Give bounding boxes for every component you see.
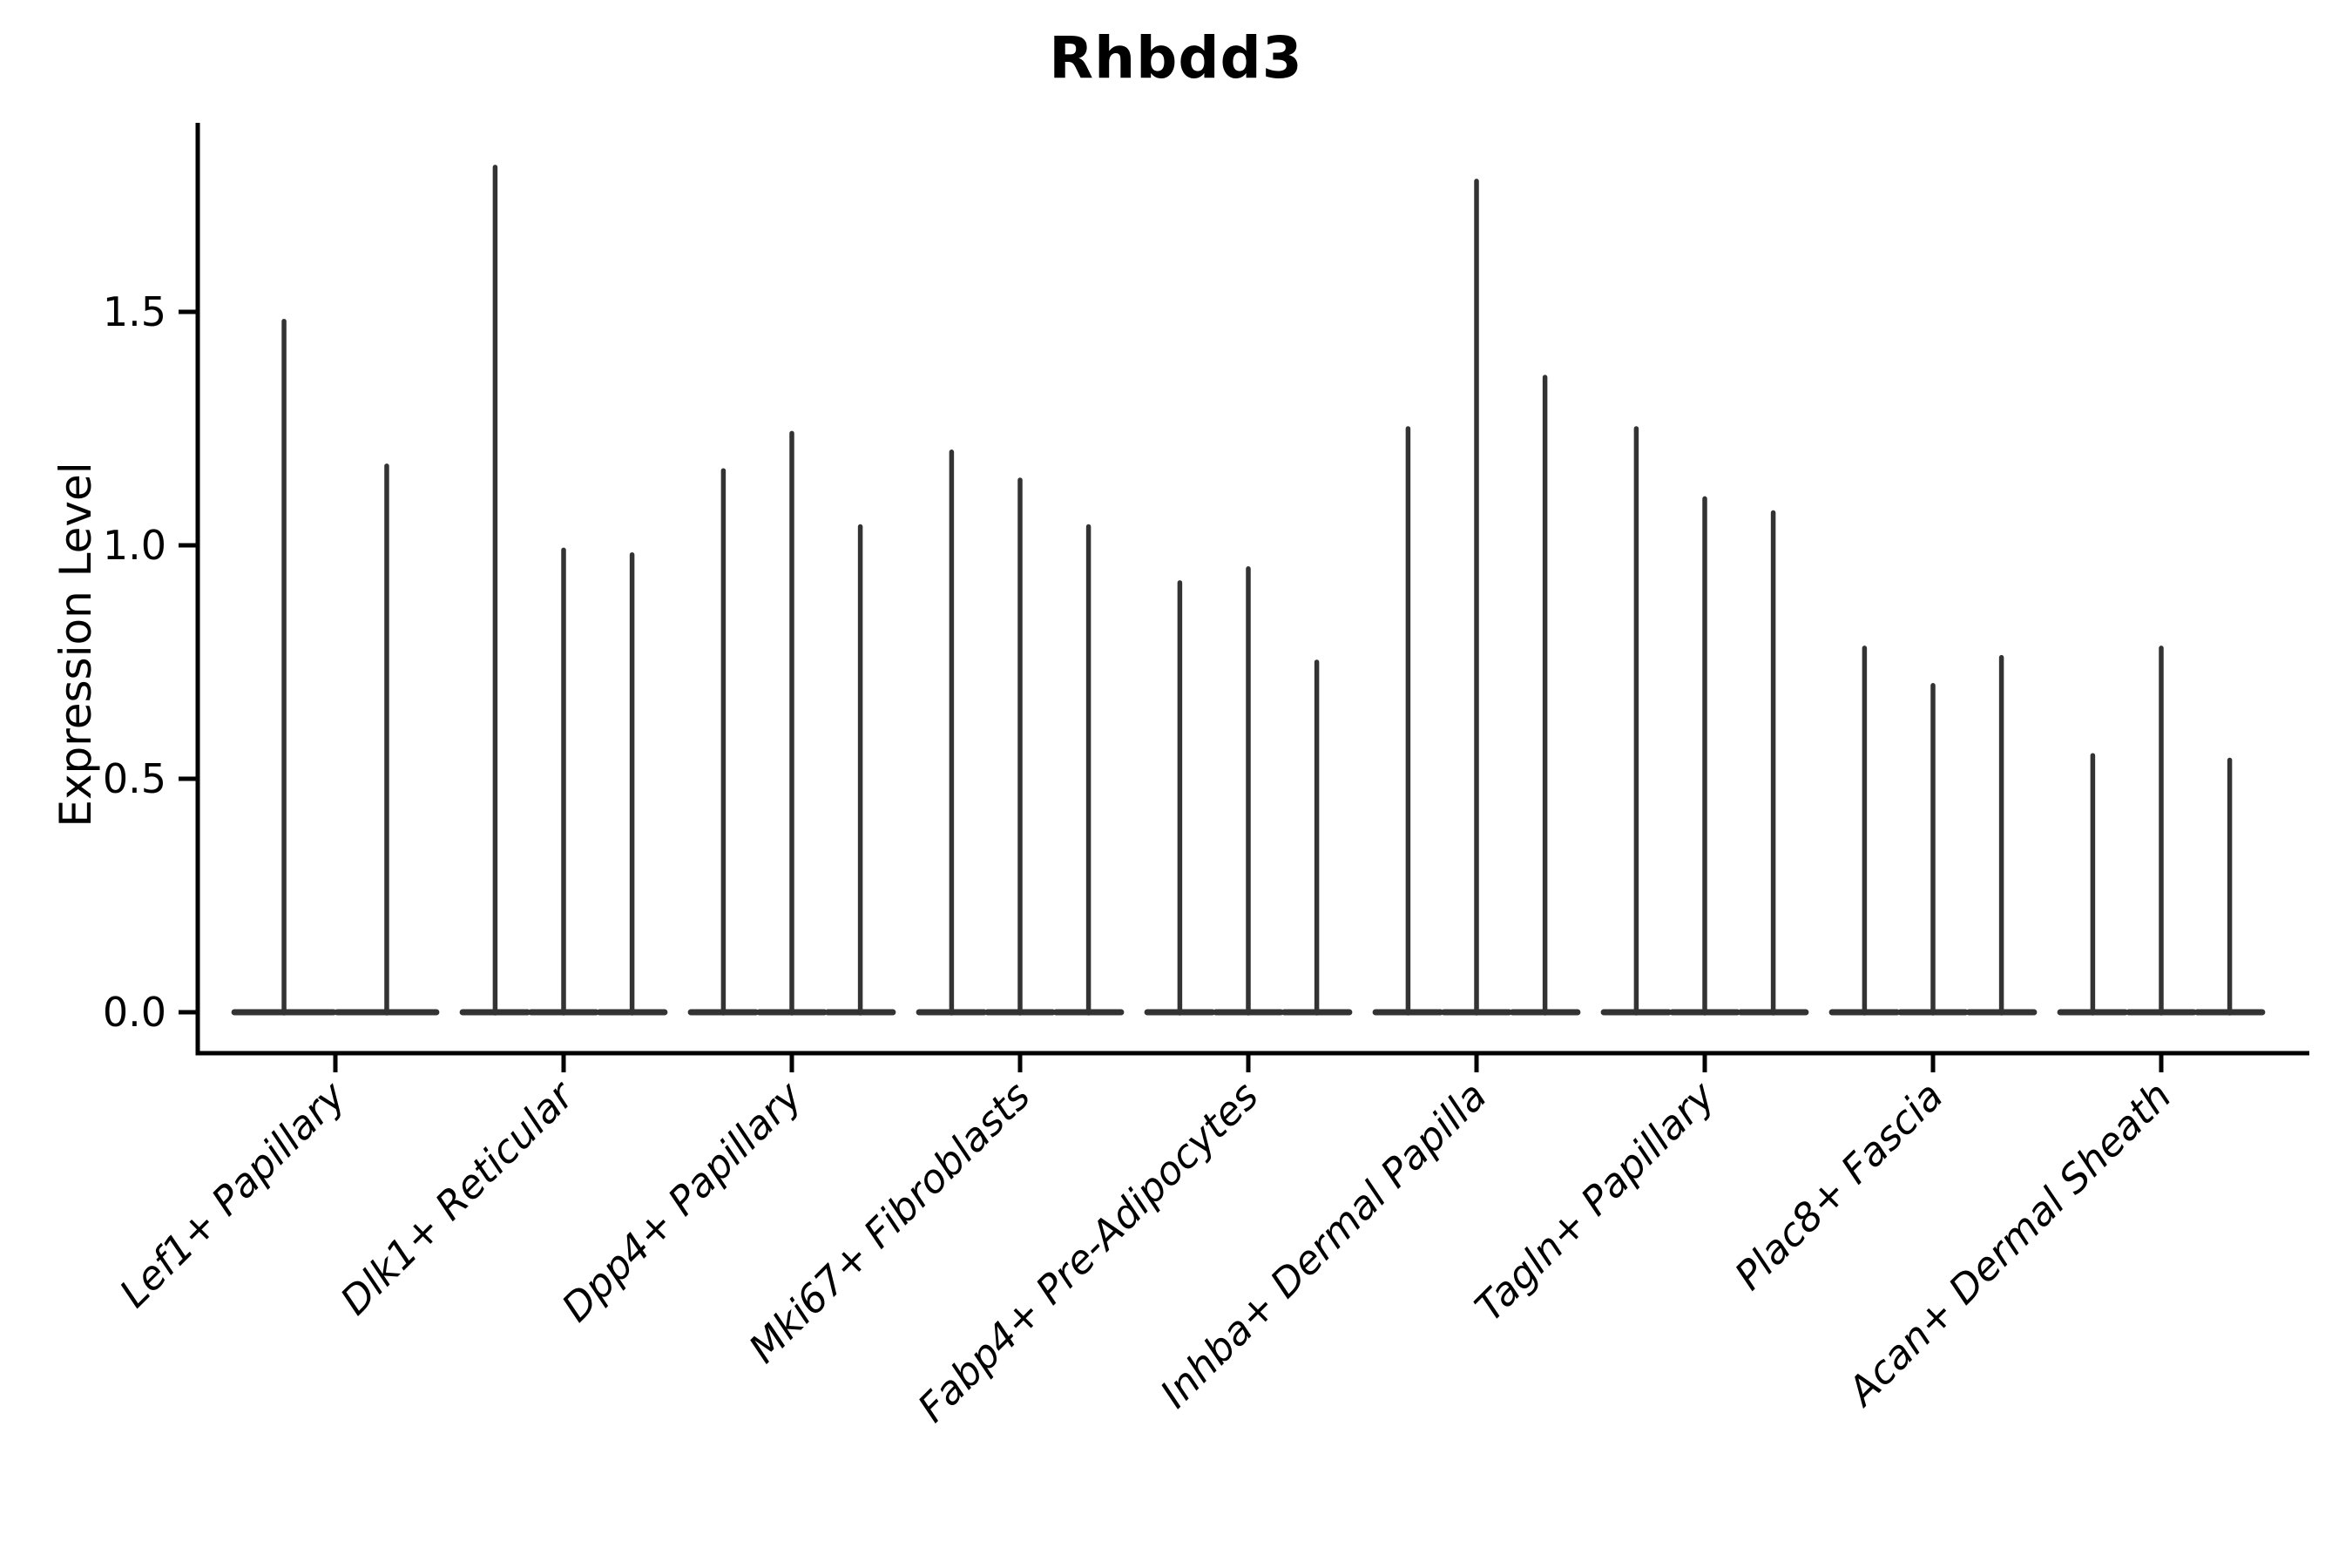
x-tick-label-2: Dpp4+ Papillary: [553, 1071, 812, 1330]
x-tick-label-0: Lef1+ Papillary: [111, 1071, 355, 1316]
x-tick-label-1: Dlk1+ Reticular: [331, 1071, 584, 1324]
y-tick-label-3: 1.5: [103, 288, 166, 335]
y-tick-label-1: 0.5: [103, 755, 166, 802]
y-tick-label-0: 0.0: [103, 989, 166, 1036]
y-tick-label-2: 1.0: [103, 522, 166, 569]
x-tick-label-6: Tagln+ Papillary: [1466, 1071, 1725, 1330]
x-tick-label-7: Plac8+ Fascia: [1726, 1072, 1952, 1299]
chart-title: Rhbdd3: [1049, 24, 1303, 91]
